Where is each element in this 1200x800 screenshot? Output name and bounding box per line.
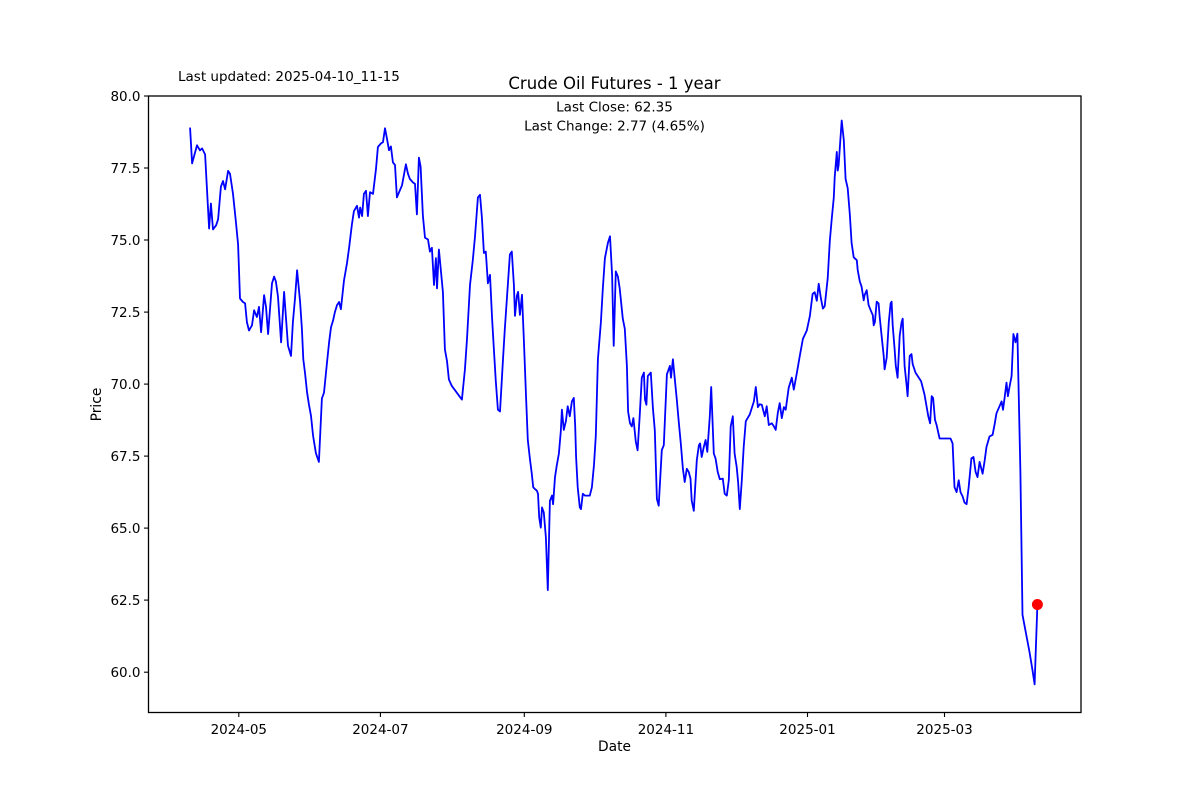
- y-tick-label: 80.0: [110, 89, 140, 105]
- x-tick-label: 2024-07: [352, 722, 408, 738]
- y-tick-label: 77.5: [110, 161, 140, 177]
- chart-title: Crude Oil Futures - 1 year: [508, 74, 720, 93]
- y-tick-label: 72.5: [110, 305, 140, 321]
- price-line-series: [189, 119, 1039, 686]
- y-tick-label: 67.5: [110, 449, 140, 465]
- y-tick-label: 65.0: [110, 521, 140, 537]
- x-tick-label: 2024-11: [638, 722, 694, 738]
- y-tick-label: 62.5: [110, 593, 140, 609]
- last-price-marker: [1031, 599, 1043, 610]
- x-tick-label: 2025-01: [779, 722, 835, 738]
- y-tick-label: 70.0: [110, 377, 140, 393]
- y-axis-label: Price: [89, 388, 105, 422]
- annotation-last-change: Last Change: 2.77 (4.65%): [524, 119, 705, 135]
- annotation-last-close: Last Close: 62.35: [556, 100, 673, 116]
- x-tick-label: 2024-09: [496, 722, 552, 738]
- plot-area: [147, 95, 1082, 714]
- axis-ticks: 2024-05 2024-07 2024-09 2024-11 2025-01 2025-…: [110, 89, 972, 738]
- y-tick-label: 75.0: [110, 233, 140, 249]
- y-tick-label: 60.0: [110, 665, 140, 681]
- last-updated-text: Last updated: 2025-04-10_11-15: [178, 69, 400, 85]
- x-tick-label: 2024-05: [211, 722, 267, 738]
- x-axis-label: Date: [598, 739, 631, 755]
- x-tick-label: 2025-03: [916, 722, 972, 738]
